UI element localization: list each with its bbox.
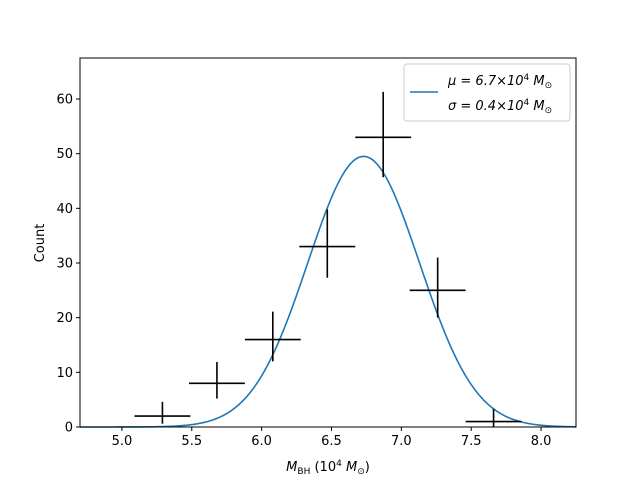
legend: μ = 6.7×104 M⊙ σ = 0.4×104 M⊙ <box>403 63 571 122</box>
x-axis-label-symbol: M <box>286 460 297 475</box>
y-tick-label: 20 <box>56 311 73 326</box>
legend-mu-unit: M <box>529 74 544 89</box>
histogram-point-6 <box>409 257 466 318</box>
histogram-point-5 <box>355 91 412 178</box>
x-tick-label: 6.0 <box>251 434 272 449</box>
legend-mu-exponent: 4 <box>524 73 530 83</box>
y-tick-label: 40 <box>56 202 73 217</box>
x-tick-label: 6.5 <box>321 434 342 449</box>
legend-sigma-prefix: σ = 0.4×10 <box>448 99 524 114</box>
x-axis-label-close: ) <box>365 460 370 475</box>
legend-sigma-exponent: 4 <box>524 98 530 108</box>
y-tick-label: 50 <box>56 147 73 162</box>
y-axis: 0 10 20 30 40 50 60 <box>56 93 80 436</box>
y-tick-label: 30 <box>56 257 73 272</box>
x-tick-label: 8.0 <box>531 434 552 449</box>
histogram-point-2 <box>188 361 245 399</box>
x-tick-label: 5.5 <box>181 434 202 449</box>
x-axis-label-open: (10 <box>310 460 336 475</box>
histogram-point-7 <box>465 408 522 427</box>
x-tick-label: 5.0 <box>112 434 133 449</box>
legend-entry-mu: μ = 6.7×104 M⊙ <box>447 73 552 91</box>
x-tick-label: 7.0 <box>391 434 412 449</box>
x-axis-label: MBH (104 M⊙) <box>286 459 370 477</box>
x-axis-label-unit: M <box>342 460 357 475</box>
legend-entry-sigma: σ = 0.4×104 M⊙ <box>448 98 552 116</box>
x-axis-label-subscript: BH <box>297 467 310 477</box>
legend-mu-prefix: μ = 6.7×10 <box>447 74 524 89</box>
y-tick-label: 60 <box>56 93 73 108</box>
x-axis-label-exponent: 4 <box>336 459 342 469</box>
legend-sigma-sun-symbol: ⊙ <box>545 106 553 116</box>
plot-frame <box>79 57 577 428</box>
x-tick-label: 7.5 <box>461 434 482 449</box>
legend-box <box>403 63 571 122</box>
y-tick-label: 0 <box>65 421 73 436</box>
legend-mu-sun-symbol: ⊙ <box>545 81 553 91</box>
legend-sigma-unit: M <box>529 99 544 114</box>
y-axis-label: Count <box>33 224 48 263</box>
histogram-point-3 <box>244 311 301 362</box>
x-axis-label-sun-symbol: ⊙ <box>357 467 365 477</box>
y-tick-label: 10 <box>56 366 73 381</box>
histogram-point-4 <box>299 209 356 278</box>
histogram-point-1 <box>134 401 191 424</box>
x-axis: 5.0 5.5 6.0 6.5 7.0 7.5 8.0 <box>112 427 552 449</box>
